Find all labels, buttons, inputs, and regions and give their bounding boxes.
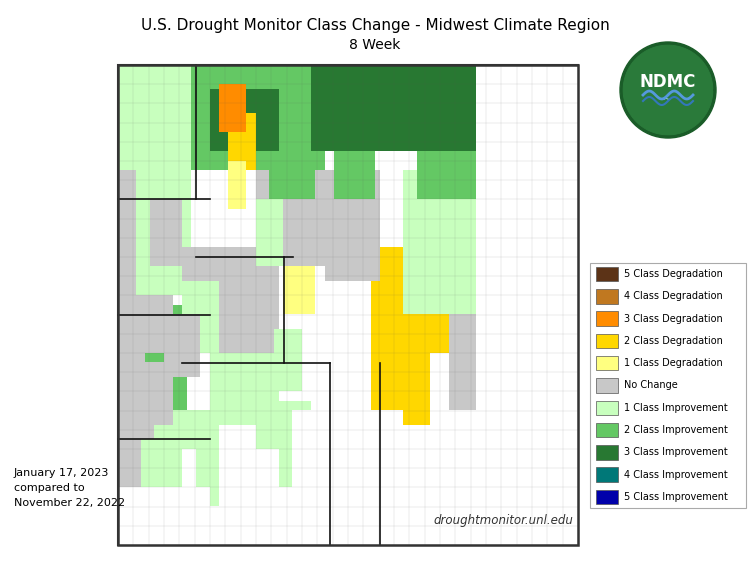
Text: 2 Class Degradation: 2 Class Degradation [624,336,723,346]
Bar [596,378,618,393]
Circle shape [620,42,716,138]
Bar [596,467,618,482]
Text: NDMC: NDMC [640,73,696,91]
Text: 1 Class Degradation: 1 Class Degradation [624,358,723,368]
Bar [118,65,578,545]
Text: 8 Week: 8 Week [350,38,400,52]
Text: January 17, 2023
compared to
November 22, 2022: January 17, 2023 compared to November 22… [14,468,125,508]
Bar [596,400,618,415]
Text: 1 Class Improvement: 1 Class Improvement [624,403,728,413]
Text: 3 Class Degradation: 3 Class Degradation [624,314,723,324]
Text: 3 Class Improvement: 3 Class Improvement [624,448,728,457]
Bar [596,356,618,370]
Bar [596,490,618,504]
Bar [118,65,578,545]
Bar [596,289,618,303]
Bar [596,445,618,459]
Text: ~: ~ [663,95,673,105]
Text: U.S. Drought Monitor Class Change - Midwest Climate Region: U.S. Drought Monitor Class Change - Midw… [141,18,609,33]
Text: 5 Class Improvement: 5 Class Improvement [624,492,728,502]
Text: 4 Class Degradation: 4 Class Degradation [624,292,723,301]
Text: No Change: No Change [624,381,678,391]
Circle shape [623,45,713,135]
Bar [596,423,618,437]
Bar [596,267,618,282]
Bar [596,311,618,326]
Bar [596,334,618,348]
Bar [590,263,746,508]
Text: droughtmonitor.unl.edu: droughtmonitor.unl.edu [433,514,573,527]
Text: 5 Class Degradation: 5 Class Degradation [624,269,723,279]
Text: 2 Class Improvement: 2 Class Improvement [624,425,728,435]
Text: 4 Class Improvement: 4 Class Improvement [624,470,728,480]
